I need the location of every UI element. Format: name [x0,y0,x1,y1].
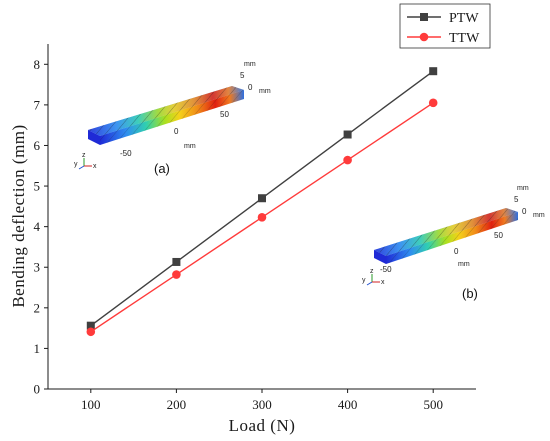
y-tick-label: 7 [34,97,41,112]
x-tick-label: 400 [338,397,358,412]
legend: PTW TTW [399,3,491,49]
inset-a-tick-50: 50 [220,110,229,119]
inset-a-tick-0-mid: 0 [174,127,179,136]
x-tick-label: 100 [81,397,101,412]
data-point-ttw [343,155,352,165]
inset-b-tick-50: 50 [494,231,503,240]
inset-a-fem-beam: mm 5 0 mm 50 0 -50 mm y z x (a) [74,61,271,176]
inset-b-tick-0-right: 0 [522,207,527,216]
x-tick-label: 300 [252,397,272,412]
inset-b-triad-z: z [370,268,374,275]
inset-b-panel-label: (b) [462,286,478,301]
inset-a-panel-label: (a) [154,161,170,176]
series-layer [86,67,438,337]
legend-box [399,3,491,49]
y-tick-label: 0 [34,382,41,397]
y-tick-label: 4 [34,219,41,234]
legend-marker-ttw [419,32,429,42]
inset-a-tick-minus50: -50 [120,149,132,158]
legend-label-ttw: TTW [449,31,480,46]
y-tick-label: 8 [34,57,41,72]
data-point-ptw [258,194,266,203]
y-tick-label: 3 [34,260,41,275]
y-axis-ticks: 0 1 2 3 4 5 6 7 8 [34,57,48,397]
data-point-ttw [86,327,96,337]
y-tick-label: 2 [34,300,41,315]
data-point-ttw [172,270,181,279]
legend-label-ptw: PTW [449,11,479,26]
inset-a-unit-top: mm [244,61,256,68]
y-tick-label: 5 [34,179,41,194]
inset-b-triad-y: y [362,277,366,284]
x-axis-ticks: 100 200 300 400 500 [81,389,443,412]
y-axis-label: Bending deflection (mm) [9,124,28,307]
data-point-ptw [343,130,352,139]
x-tick-label: 500 [423,397,443,412]
inset-a-beam-image [88,86,244,145]
inset-b-unit-top: mm [517,185,529,192]
y-tick-label: 1 [34,341,41,356]
inset-b-tick-0-mid: 0 [454,247,459,256]
inset-b-fem-beam: mm 5 0 mm 50 0 -50 mm y z x (b) [362,185,545,301]
inset-b-unit-bottom: mm [458,261,470,268]
inset-a-unit-bottom: mm [184,143,196,150]
inset-a-triad-z: z [82,152,86,159]
inset-b-tick-5: 5 [514,195,519,204]
inset-a-axis-triad-icon: y z x [74,152,97,170]
inset-a-triad-y: y [74,161,78,168]
data-point-ttw [428,98,438,108]
data-point-ttw [257,213,267,222]
inset-b-beam-image [374,208,518,264]
data-point-ptw [429,67,438,76]
data-point-ptw [86,321,95,330]
data-point-ptw [172,257,181,266]
inset-a-unit-right: mm [259,88,271,95]
inset-b-triad-x: x [381,279,385,286]
inset-b-axis-triad-icon: y z x [362,268,385,286]
legend-marker-ptw [420,13,428,21]
y-tick-label: 6 [34,138,41,153]
x-axis-label: Load (N) [229,416,296,435]
inset-b-tick-minus50: -50 [380,265,392,274]
inset-b-unit-right: mm [533,212,545,219]
x-tick-label: 200 [167,397,187,412]
inset-a-tick-5: 5 [240,71,245,80]
inset-a-tick-0-right: 0 [248,83,253,92]
inset-a-triad-x: x [93,163,97,170]
